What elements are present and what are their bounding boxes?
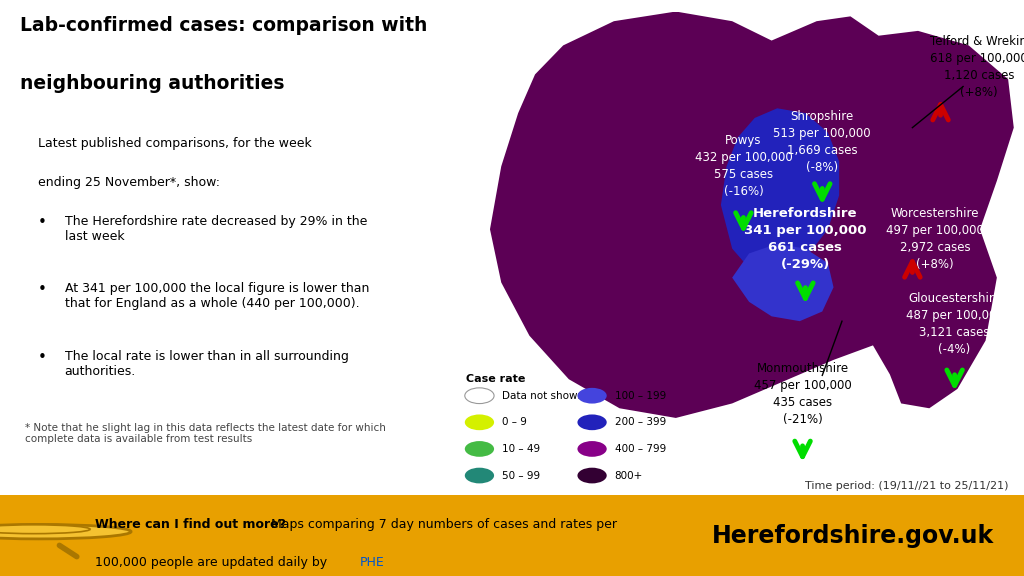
Circle shape	[0, 525, 90, 533]
Circle shape	[0, 524, 131, 539]
Text: 200 – 399: 200 – 399	[614, 418, 666, 427]
Text: The local rate is lower than in all surrounding
authorities.: The local rate is lower than in all surr…	[65, 350, 348, 378]
Text: * Note that he slight lag in this data reflects the latest date for which
comple: * Note that he slight lag in this data r…	[25, 423, 386, 445]
Circle shape	[578, 468, 606, 483]
Polygon shape	[721, 108, 840, 273]
Text: Telford & Wrekin
618 per 100,000
1,120 cases
(+8%): Telford & Wrekin 618 per 100,000 1,120 c…	[930, 35, 1024, 99]
Text: 50 – 99: 50 – 99	[502, 471, 540, 480]
Circle shape	[465, 441, 494, 457]
Text: Worcestershire
497 per 100,000
2,972 cases
(+8%): Worcestershire 497 per 100,000 2,972 cas…	[886, 207, 984, 271]
Circle shape	[578, 415, 606, 430]
Text: Case rate: Case rate	[466, 374, 525, 384]
Text: Maps comparing 7 day numbers of cases and rates per: Maps comparing 7 day numbers of cases an…	[267, 518, 617, 531]
Circle shape	[465, 415, 494, 430]
Circle shape	[465, 388, 494, 404]
Text: ending 25 November*, show:: ending 25 November*, show:	[38, 176, 220, 189]
Text: neighbouring authorities: neighbouring authorities	[20, 74, 285, 93]
Text: Time period: (19/11//21 to 25/11/21): Time period: (19/11//21 to 25/11/21)	[805, 480, 1008, 491]
Text: The Herefordshire rate decreased by 29% in the
last week: The Herefordshire rate decreased by 29% …	[65, 215, 367, 242]
Circle shape	[465, 468, 494, 483]
Text: •: •	[38, 282, 47, 297]
Text: Latest published comparisons, for the week: Latest published comparisons, for the we…	[38, 137, 312, 150]
Polygon shape	[732, 244, 834, 321]
Text: Monmouthshire
457 per 100,000
435 cases
(-21%): Monmouthshire 457 per 100,000 435 cases …	[754, 362, 851, 426]
Polygon shape	[490, 12, 1014, 418]
Text: •: •	[38, 350, 47, 365]
Text: Data not shown: Data not shown	[502, 391, 584, 401]
Text: 100,000 people are updated daily by: 100,000 people are updated daily by	[95, 556, 332, 569]
FancyBboxPatch shape	[0, 495, 1024, 576]
Text: Herefordshire.gov.uk: Herefordshire.gov.uk	[712, 524, 994, 548]
Text: 800+: 800+	[614, 471, 643, 480]
Circle shape	[578, 388, 606, 404]
Text: 400 – 799: 400 – 799	[614, 444, 666, 454]
Text: 100 – 199: 100 – 199	[614, 391, 666, 401]
Text: 0 – 9: 0 – 9	[502, 418, 526, 427]
Text: Powys
432 per 100,000
575 cases
(-16%): Powys 432 per 100,000 575 cases (-16%)	[694, 134, 793, 198]
Text: PHE: PHE	[359, 556, 384, 569]
Text: At 341 per 100,000 the local figure is lower than
that for England as a whole (4: At 341 per 100,000 the local figure is l…	[65, 282, 369, 310]
Circle shape	[578, 441, 606, 457]
Text: Lab-confirmed cases: comparison with: Lab-confirmed cases: comparison with	[20, 16, 428, 35]
Text: Gloucestershire
487 per 100,000
3,121 cases
(-4%): Gloucestershire 487 per 100,000 3,121 ca…	[906, 291, 1004, 355]
Text: Shropshire
513 per 100,000
1,669 cases
(-8%): Shropshire 513 per 100,000 1,669 cases (…	[773, 110, 871, 174]
Text: Where can I find out more?: Where can I find out more?	[95, 518, 287, 531]
Text: Herefordshire
341 per 100,000
661 cases
(-29%): Herefordshire 341 per 100,000 661 cases …	[744, 207, 866, 271]
Text: •: •	[38, 215, 47, 230]
Text: 10 – 49: 10 – 49	[502, 444, 540, 454]
